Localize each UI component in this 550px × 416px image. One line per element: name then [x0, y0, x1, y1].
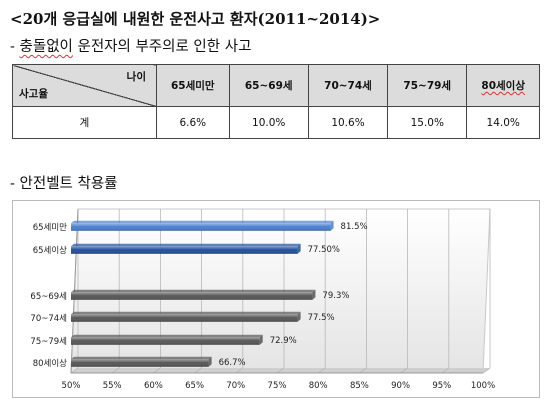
row-label: 계: [12, 106, 157, 139]
bar-end-face: [259, 334, 263, 345]
data-label: 77.5%: [308, 313, 335, 323]
category-label: 75~79세: [30, 337, 67, 347]
x-tick-label: 70%: [226, 381, 245, 391]
seatbelt-bar-chart: 50% 55% 60% 65% 70% 75% 80% 85% 90% 95% 100% 65세미만 8…: [30, 208, 495, 391]
data-label: 79.3%: [322, 291, 349, 301]
bar-top-face: [71, 243, 301, 247]
seatbelt-chart: 50% 55% 60% 65% 70% 75% 80% 85% 90% 95% 100% 65세미만 8…: [12, 200, 540, 398]
table-row: 계 6.6% 10.0% 10.6% 15.0% 14.0%: [12, 106, 540, 139]
bar-end-face: [312, 289, 316, 300]
x-gridline-floor: [441, 367, 450, 374]
x-gridline-floor: [111, 367, 120, 374]
x-gridline-floor: [276, 367, 285, 374]
header-70-74: 70~74세: [307, 64, 389, 107]
header-75-79: 75~79세: [387, 64, 468, 107]
subtitle-squiggle-word: 충돌없이: [19, 39, 73, 55]
header-65-69: 65~69세: [228, 64, 309, 107]
category-label: 65세미만: [33, 223, 67, 233]
bar-end-face: [297, 311, 301, 322]
header-80-plus-label: 80세이상: [481, 80, 525, 92]
x-tick-label: 85%: [350, 381, 369, 391]
x-tick-label: 55%: [103, 381, 122, 391]
x-gridline-floor: [153, 367, 161, 374]
x-gridline-floor: [194, 367, 202, 374]
subtitle: - 충돌없이 운전자의 부주의로 인한 사고: [10, 35, 251, 56]
table-header-row: 나이 사고율 65세미만 65~69세 70~74세 75~79세 80세이상: [12, 64, 540, 107]
x-tick-label: 80%: [309, 381, 328, 391]
data-label: 66.7%: [219, 358, 246, 368]
value-under-65: 6.6%: [156, 106, 230, 139]
x-tick-label: 95%: [432, 381, 451, 391]
category-label: 65~69세: [30, 292, 67, 302]
data-label: 72.9%: [270, 336, 297, 346]
bar-highlight: [71, 246, 298, 254]
bar-highlight: [71, 223, 331, 231]
bar-end-face: [330, 220, 334, 231]
bar-highlight: [71, 337, 260, 345]
value-75-79: 15.0%: [387, 106, 468, 139]
category-label: 70~74세: [30, 314, 67, 324]
x-gridline-floor: [400, 367, 408, 374]
bar-highlight: [71, 359, 209, 367]
value-70-74: 10.6%: [307, 106, 389, 139]
corner-age-label: 나이: [126, 71, 146, 83]
category-label: 65세이상: [33, 245, 67, 256]
subtitle-rest: 운전자의 부주의로 인한 사고: [72, 39, 252, 55]
bar-top-face: [71, 334, 263, 338]
x-tick-label: 75%: [268, 381, 287, 391]
table-corner-cell: 나이 사고율: [12, 64, 157, 107]
subtitle-prefix: -: [10, 39, 20, 55]
data-label: 77.50%: [308, 245, 340, 255]
value-80-plus: 14.0%: [466, 106, 540, 139]
x-gridline-floor: [482, 367, 491, 374]
data-label: 81.5%: [341, 222, 368, 232]
x-tick-label: 65%: [185, 381, 204, 391]
corner-rate-label: 사고율: [19, 88, 48, 100]
bar-highlight: [71, 314, 298, 322]
x-tick-label: 90%: [391, 381, 410, 391]
bar-highlight: [71, 292, 313, 300]
bar-end-face: [297, 243, 301, 254]
bar-top-face: [71, 356, 212, 360]
x-gridline-floor: [317, 367, 326, 374]
x-gridline-floor: [70, 367, 79, 374]
x-gridline-floor: [359, 367, 367, 374]
category-label: 80세이상: [33, 358, 67, 369]
bar-top-face: [71, 220, 334, 224]
accident-rate-table: 나이 사고율 65세미만 65~69세 70~74세 75~79세 80세이상 …: [12, 64, 540, 139]
value-65-69: 10.0%: [228, 106, 309, 139]
page-title: <20개 응급실에 내원한 운전사고 환자(2011~2014)>: [10, 10, 381, 28]
seatbelt-section-title: - 안전벨트 착용률: [10, 176, 118, 192]
bar-top-face: [71, 311, 301, 315]
header-80-plus: 80세이상: [466, 64, 540, 107]
x-gridline-floor: [235, 367, 244, 374]
x-tick-label: 60%: [144, 381, 163, 391]
x-tick-label: 100%: [471, 381, 495, 391]
bar-end-face: [208, 356, 212, 367]
x-tick-label: 50%: [62, 381, 81, 391]
header-under-65: 65세미만: [156, 64, 230, 107]
bar-top-face: [71, 289, 316, 293]
